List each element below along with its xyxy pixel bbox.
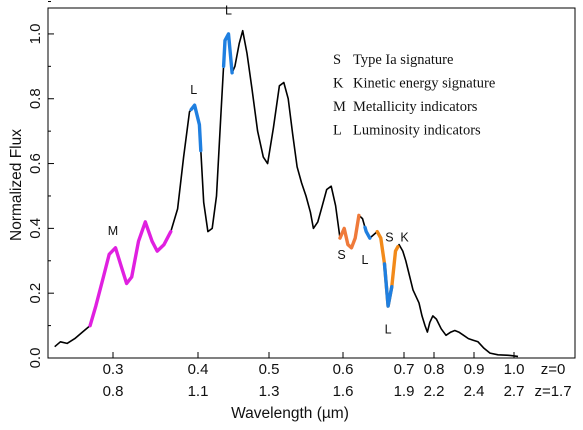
legend-entry: Luminosity indicators xyxy=(353,123,481,139)
x-tick-label: 0.9 xyxy=(464,361,485,378)
feature-annotation: L xyxy=(361,253,368,267)
axes: 0.0 0.2 0.4 0.6 0.8 1.0 0.3 0.4 0.5 0.6 0.7 0.8 0.9 1… xyxy=(27,1,576,400)
feature-annotation: S xyxy=(385,230,393,244)
feature-highlight xyxy=(382,262,394,308)
legend-symbol: L xyxy=(333,123,342,139)
legend-entry: Metallicity indicators xyxy=(353,99,478,115)
legend-symbol: M xyxy=(333,99,346,115)
x-tick-label: 1.1 xyxy=(188,383,209,400)
x-tick-label: 0.8 xyxy=(424,361,445,378)
x-row-redshift-label: z=1.7 xyxy=(534,383,571,400)
x-tick-label: 0.8 xyxy=(103,383,124,400)
y-tick-label: 0.0 xyxy=(27,348,44,369)
x-tick-label: 1.6 xyxy=(333,383,354,400)
feature-highlight xyxy=(88,220,173,328)
x-tick-label: 0.7 xyxy=(394,361,415,378)
x-tick-label: 2.4 xyxy=(464,383,485,400)
x-tick-label: 0.3 xyxy=(103,361,124,378)
x-tick-label: 1.3 xyxy=(259,383,280,400)
y-tick-label: 0.8 xyxy=(27,88,44,109)
x-row-redshift-label: z=0 xyxy=(541,361,566,378)
legend-symbol: K xyxy=(333,76,344,92)
x-tick-label: 1.0 xyxy=(504,361,525,378)
legend-entry: Type Ia signature xyxy=(353,52,453,68)
x-tick-label: 1.9 xyxy=(394,383,415,400)
x-axis-label: Wavelength (µm) xyxy=(231,405,349,422)
feature-annotation: S xyxy=(337,248,345,262)
legend-symbol: S xyxy=(333,52,341,68)
feature-annotation: L xyxy=(385,323,392,337)
plot-frame xyxy=(47,7,576,359)
feature-annotation: L xyxy=(190,83,197,97)
y-tick-label: 0.4 xyxy=(27,218,44,239)
feature-annotation: K xyxy=(400,230,409,244)
feature-highlight xyxy=(338,213,361,250)
x-tick-label: 0.5 xyxy=(259,361,280,378)
legend: S Type Ia signature K Kinetic energy signat… xyxy=(333,52,495,139)
x-tick-label: 0.4 xyxy=(188,361,209,378)
x-tick-label: 2.2 xyxy=(424,383,445,400)
x-tick-label: 0.6 xyxy=(333,361,354,378)
feature-highlight xyxy=(363,225,372,240)
y-tick-label: 0.6 xyxy=(27,153,44,174)
x-tick-label: 2.7 xyxy=(504,383,525,400)
y-axis-label: Normalized Flux xyxy=(8,129,25,241)
legend-entry: Kinetic energy signature xyxy=(353,76,495,92)
y-tick-label: 1.0 xyxy=(27,23,44,44)
feature-annotation: M xyxy=(108,224,118,238)
feature-highlight xyxy=(189,103,203,153)
feature-highlight xyxy=(221,32,234,75)
feature-annotation: L xyxy=(225,3,232,17)
y-tick-label: 0.2 xyxy=(27,283,44,304)
